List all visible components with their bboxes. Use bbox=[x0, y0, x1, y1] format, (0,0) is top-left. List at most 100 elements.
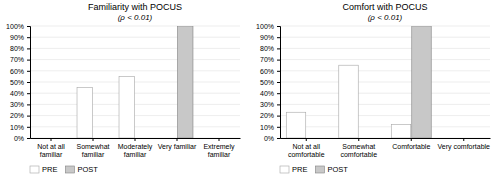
bar bbox=[161, 138, 177, 139]
legend-label: PRE bbox=[292, 165, 307, 174]
y-tick-mark bbox=[27, 82, 30, 83]
y-tick-label: 90% bbox=[10, 34, 24, 41]
bar bbox=[219, 138, 235, 139]
legend-label: POST bbox=[77, 165, 98, 174]
legend-item: POST bbox=[65, 165, 98, 174]
subtitle: (ρ < 0.01) bbox=[368, 13, 403, 22]
y-tick: 10% bbox=[10, 124, 30, 131]
y-tick: 90% bbox=[260, 34, 280, 41]
y-tick-label: 0% bbox=[14, 135, 24, 142]
x-tick: Very comfortable bbox=[437, 138, 490, 151]
y-tick-mark bbox=[277, 127, 280, 128]
y-tick-label: 80% bbox=[10, 45, 24, 52]
y-tick-mark bbox=[277, 82, 280, 83]
x-tick-label-line: Very comfortable bbox=[437, 143, 490, 151]
x-tick-label: Very comfortable bbox=[437, 143, 490, 151]
y-tick: 50% bbox=[10, 79, 30, 86]
y-tick-mark bbox=[277, 48, 280, 49]
x-tick-mark bbox=[135, 138, 136, 141]
y-tick-mark bbox=[277, 71, 280, 72]
y-tick-mark bbox=[277, 37, 280, 38]
bars bbox=[286, 26, 431, 138]
bar bbox=[339, 65, 358, 138]
y-tick-mark bbox=[27, 48, 30, 49]
y-tick-label: 60% bbox=[10, 68, 24, 75]
y-tick-label: 10% bbox=[10, 124, 24, 131]
y-tick-label: 10% bbox=[260, 124, 274, 131]
y-tick-label: 100% bbox=[6, 23, 24, 30]
grid-line bbox=[30, 115, 240, 116]
x-tick-label-line: comfortable bbox=[288, 151, 325, 158]
y-tick: 10% bbox=[260, 124, 280, 131]
y-tick: 90% bbox=[10, 34, 30, 41]
grid-line bbox=[30, 126, 240, 127]
y-tick: 0% bbox=[14, 135, 30, 142]
y-tick-mark bbox=[27, 93, 30, 94]
grid-line bbox=[280, 138, 490, 139]
y-tick: 30% bbox=[260, 101, 280, 108]
y-tick-label: 20% bbox=[10, 112, 24, 119]
y-tick-mark bbox=[277, 93, 280, 94]
bar bbox=[77, 88, 93, 138]
bar bbox=[412, 26, 431, 138]
x-tick-label-line: familiar bbox=[82, 151, 105, 158]
x-tick: Not at allfamiliar bbox=[37, 138, 65, 158]
y-tick: 80% bbox=[10, 45, 30, 52]
grid-line bbox=[30, 93, 240, 94]
x-tick: Not at allcomfortable bbox=[288, 138, 325, 158]
y-tick: 20% bbox=[260, 112, 280, 119]
bar bbox=[51, 138, 67, 139]
chart-root: 0% 10% 20% 30% 40% 50% 60% 70% 80% 90% 100% Not at … bbox=[0, 0, 500, 186]
x-tick-mark bbox=[463, 138, 464, 141]
y-tick-label: 90% bbox=[260, 34, 274, 41]
y-tick: 40% bbox=[260, 90, 280, 97]
grid bbox=[30, 26, 240, 138]
grid-line bbox=[30, 26, 240, 27]
x-tick: Very familiar bbox=[158, 138, 197, 151]
x-tick-label-line: Somewhat bbox=[76, 143, 109, 150]
x-tick-label-line: familiar bbox=[208, 151, 231, 158]
y-tick-mark bbox=[27, 60, 30, 61]
y-tick-label: 20% bbox=[260, 112, 274, 119]
title: Familiarity with POCUS bbox=[88, 2, 182, 12]
legend-item: POST bbox=[315, 165, 348, 174]
y-tick-mark bbox=[277, 138, 280, 139]
grid-line bbox=[280, 82, 490, 83]
bars bbox=[77, 26, 193, 138]
bar bbox=[391, 125, 410, 138]
y-tick: 80% bbox=[260, 45, 280, 52]
legend-item: PRE bbox=[30, 165, 57, 174]
legend-item: PRE bbox=[280, 165, 307, 174]
x-tick-mark bbox=[177, 138, 178, 141]
x-tick-label-line: Very familiar bbox=[158, 143, 197, 151]
grid-line bbox=[280, 104, 490, 105]
x-tick-label: Not at allcomfortable bbox=[288, 143, 325, 158]
y-tick: 70% bbox=[10, 56, 30, 63]
legend-label: PRE bbox=[42, 165, 57, 174]
x-tick-label: Extremelyfamiliar bbox=[203, 143, 235, 158]
y-tick: 20% bbox=[10, 112, 30, 119]
x-tick-mark bbox=[411, 138, 412, 141]
y-tick-label: 40% bbox=[10, 90, 24, 97]
y-tick-mark bbox=[27, 138, 30, 139]
y-axis-line bbox=[277, 27, 281, 139]
y-tick-mark bbox=[27, 127, 30, 128]
legend-label: POST bbox=[327, 165, 348, 174]
y-tick: 100% bbox=[6, 23, 30, 30]
legend: PRE POST bbox=[280, 165, 348, 174]
bar bbox=[464, 138, 483, 139]
y-tick-mark bbox=[27, 71, 30, 72]
x-tick: Moderatelyfamiliar bbox=[118, 138, 153, 158]
y-axis: 0%10%20%30%40%50%60%70%80%90%100% bbox=[6, 23, 30, 142]
grid-line bbox=[280, 26, 490, 27]
x-tick-mark bbox=[93, 138, 94, 141]
x-tick-label: Moderatelyfamiliar bbox=[118, 143, 153, 158]
y-axis: 0%10%20%30%40%50%60%70%80%90%100% bbox=[256, 23, 280, 142]
y-tick-mark bbox=[27, 37, 30, 38]
y-tick-mark bbox=[27, 26, 30, 27]
grid-line bbox=[30, 70, 240, 71]
x-tick-label: Very familiar bbox=[158, 143, 197, 151]
x-tick-mark bbox=[51, 138, 52, 141]
x-tick-label: Somewhatfamiliar bbox=[76, 143, 109, 158]
x-tick-label-line: familiar bbox=[40, 151, 63, 158]
